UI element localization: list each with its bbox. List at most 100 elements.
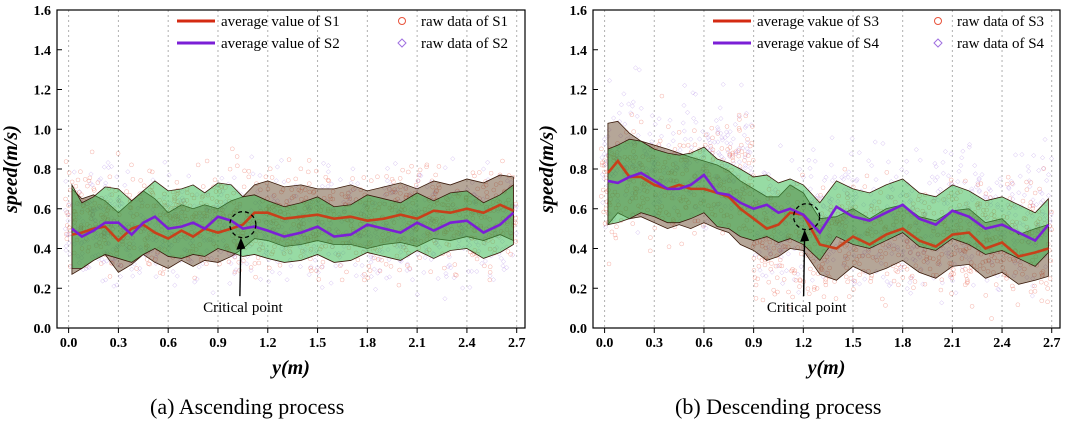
raw-point-raw-data-of-s2 [249,154,255,160]
raw-point-raw-data-of-s3 [927,266,933,272]
raw-point-raw-data-of-s2 [210,290,216,296]
raw-point-raw-data-of-s1 [406,192,412,198]
raw-point-raw-data-of-s4 [956,168,962,174]
raw-point-raw-data-of-s2 [188,259,195,265]
raw-point-raw-data-of-s4 [734,149,740,155]
raw-point-raw-data-of-s3 [1024,179,1029,185]
y-tick-label: 1.0 [570,123,588,138]
x-tick-label: 0.6 [695,336,713,351]
raw-point-raw-data-of-s1 [375,257,381,262]
raw-point-raw-data-of-s4 [599,171,605,178]
raw-point-raw-data-of-s3 [1039,298,1044,304]
raw-point-raw-data-of-s2 [355,181,361,187]
raw-point-raw-data-of-s3 [751,256,757,261]
raw-point-raw-data-of-s4 [841,262,847,268]
raw-point-raw-data-of-s3 [652,225,657,231]
raw-point-raw-data-of-s4 [1033,202,1039,208]
raw-point-raw-data-of-s1 [409,163,414,169]
raw-point-raw-data-of-s2 [100,278,106,284]
legend-label: average value of S2 [221,36,340,52]
raw-point-raw-data-of-s1 [89,149,95,155]
x-tick-label: 2.1 [944,336,962,351]
raw-point-raw-data-of-s1 [306,169,311,175]
legend-label: average value of S1 [221,14,340,30]
raw-point-raw-data-of-s1 [174,180,180,185]
raw-point-raw-data-of-s2 [371,266,377,272]
raw-point-raw-data-of-s3 [965,279,970,284]
raw-point-raw-data-of-s2 [480,196,486,202]
raw-point-raw-data-of-s4 [725,132,731,138]
raw-point-raw-data-of-s3 [719,146,725,151]
raw-point-raw-data-of-s3 [904,238,909,243]
raw-point-raw-data-of-s4 [830,257,836,263]
raw-point-raw-data-of-s4 [966,144,972,150]
raw-point-raw-data-of-s4 [940,170,946,176]
raw-point-raw-data-of-s3 [821,294,827,299]
raw-point-raw-data-of-s3 [848,276,854,281]
raw-point-raw-data-of-s2 [297,264,303,270]
raw-point-raw-data-of-s1 [160,271,166,276]
raw-point-raw-data-of-s1 [230,146,235,152]
raw-point-raw-data-of-s3 [843,253,848,259]
raw-point-raw-data-of-s3 [847,294,852,299]
raw-point-raw-data-of-s3 [811,287,817,292]
raw-point-raw-data-of-s4 [908,290,914,296]
raw-point-raw-data-of-s2 [450,156,456,162]
raw-point-raw-data-of-s4 [994,273,1000,279]
raw-point-raw-data-of-s1 [484,190,489,195]
raw-point-raw-data-of-s4 [979,172,985,178]
raw-point-raw-data-of-s4 [652,121,658,127]
raw-point-raw-data-of-s4 [884,278,890,285]
raw-point-raw-data-of-s4 [682,136,688,142]
legend-label: raw data of S2 [421,36,508,52]
raw-point-raw-data-of-s3 [886,243,891,248]
raw-point-raw-data-of-s2 [65,211,72,217]
raw-point-raw-data-of-s2 [76,189,83,195]
raw-point-raw-data-of-s2 [435,276,441,282]
raw-point-raw-data-of-s1 [424,164,429,170]
raw-point-raw-data-of-s3 [792,268,797,274]
y-tick-label: 0.0 [570,322,588,337]
raw-point-raw-data-of-s3 [1049,227,1054,232]
raw-point-raw-data-of-s1 [77,190,82,195]
raw-point-raw-data-of-s4 [1021,192,1027,198]
raw-point-raw-data-of-s1 [367,268,373,273]
raw-point-raw-data-of-s3 [606,261,612,267]
raw-point-raw-data-of-s3 [986,257,991,263]
raw-point-raw-data-of-s3 [685,143,691,148]
raw-point-raw-data-of-s1 [365,275,371,281]
raw-point-raw-data-of-s1 [82,177,88,182]
annotation-label: Critical point [203,300,283,316]
raw-point-raw-data-of-s2 [274,198,281,204]
raw-point-raw-data-of-s2 [501,267,507,273]
raw-point-raw-data-of-s3 [827,265,832,271]
raw-point-raw-data-of-s2 [480,166,487,172]
raw-point-raw-data-of-s4 [1026,178,1032,184]
raw-point-raw-data-of-s3 [759,243,765,249]
raw-point-raw-data-of-s3 [777,263,783,268]
raw-point-raw-data-of-s3 [853,247,859,252]
raw-point-raw-data-of-s2 [346,198,352,204]
raw-point-raw-data-of-s4 [638,105,644,111]
raw-point-raw-data-of-s4 [706,137,712,143]
raw-point-raw-data-of-s4 [715,129,721,135]
legend-item: raw data of S2 [397,36,508,52]
raw-point-raw-data-of-s2 [244,261,250,267]
raw-point-raw-data-of-s3 [1018,262,1023,268]
x-tick-label: 0.9 [209,336,227,351]
annotation-arrow-head [236,237,246,250]
raw-point-raw-data-of-s1 [500,158,505,164]
raw-point-raw-data-of-s3 [938,287,944,293]
raw-point-raw-data-of-s3 [742,158,747,163]
raw-point-raw-data-of-s3 [777,248,782,253]
raw-point-raw-data-of-s2 [442,165,448,171]
raw-point-raw-data-of-s3 [864,173,870,179]
raw-point-raw-data-of-s3 [666,124,671,129]
raw-point-raw-data-of-s3 [768,267,774,272]
raw-point-raw-data-of-s2 [384,275,390,281]
raw-point-raw-data-of-s4 [767,251,774,258]
raw-point-raw-data-of-s4 [611,115,617,121]
raw-point-raw-data-of-s4 [1011,273,1017,279]
raw-point-raw-data-of-s3 [737,117,742,122]
raw-point-raw-data-of-s1 [405,263,410,268]
